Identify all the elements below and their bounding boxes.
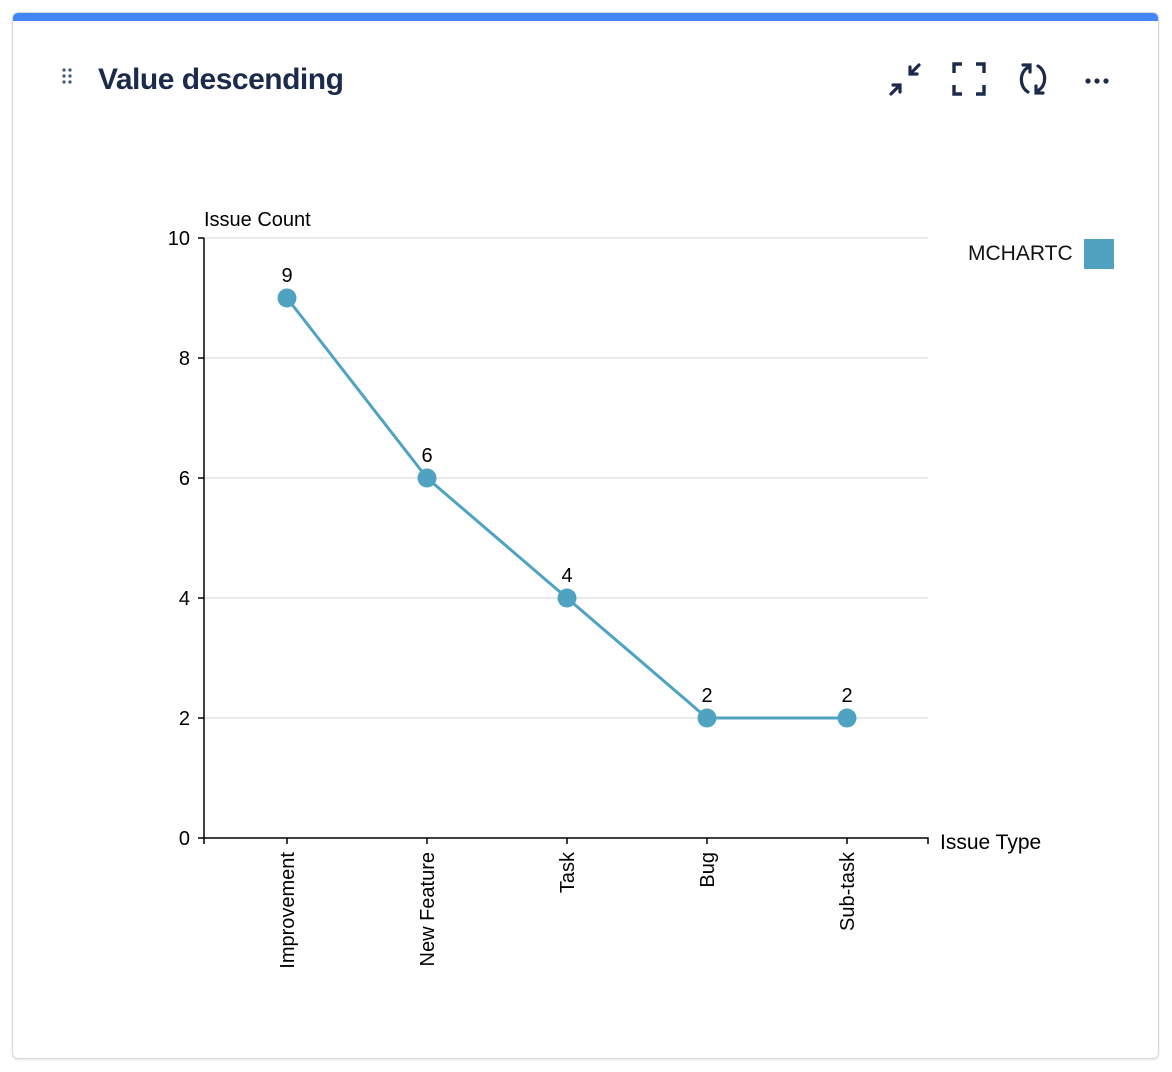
x-axis-title: Issue Type — [940, 831, 1041, 854]
data-point — [557, 588, 577, 608]
data-label: 9 — [281, 265, 292, 287]
card-title: Value descending — [98, 63, 344, 96]
data-label: 2 — [701, 685, 712, 707]
y-tick-label: 6 — [179, 468, 190, 490]
x-tick-label: Task — [557, 851, 579, 893]
legend-label: MCHARTC — [968, 242, 1073, 265]
y-tick-label: 2 — [179, 708, 190, 730]
legend-swatch — [1083, 239, 1114, 269]
data-label: 4 — [561, 565, 572, 587]
card-accent-bar — [13, 13, 1158, 21]
y-tick-label: 4 — [179, 588, 190, 610]
chart-card: Value descending — [12, 12, 1159, 1059]
x-tick-label: Bug — [697, 852, 719, 888]
drag-handle-icon[interactable] — [61, 67, 75, 85]
more-icon[interactable] — [1079, 61, 1115, 97]
minimize-icon[interactable] — [887, 61, 923, 97]
y-tick-label: 8 — [179, 348, 190, 370]
fullscreen-icon[interactable] — [951, 61, 987, 97]
data-point — [277, 288, 297, 308]
y-tick-label: 0 — [179, 828, 190, 850]
data-point — [417, 468, 437, 488]
x-tick-label: Sub-task — [837, 851, 859, 931]
data-point — [697, 708, 717, 728]
data-label: 2 — [841, 685, 852, 707]
y-tick-label: 10 — [168, 228, 190, 250]
y-axis-title: Issue Count — [204, 209, 311, 231]
x-tick-label: Improvement — [277, 852, 299, 969]
data-point — [837, 708, 857, 728]
refresh-icon[interactable] — [1015, 61, 1051, 97]
x-axis — [203, 837, 929, 844]
series-line — [285, 297, 847, 720]
legend: MCHARTC — [968, 239, 1114, 269]
x-tick-label: New Feature — [417, 852, 439, 967]
data-label: 6 — [421, 445, 432, 467]
